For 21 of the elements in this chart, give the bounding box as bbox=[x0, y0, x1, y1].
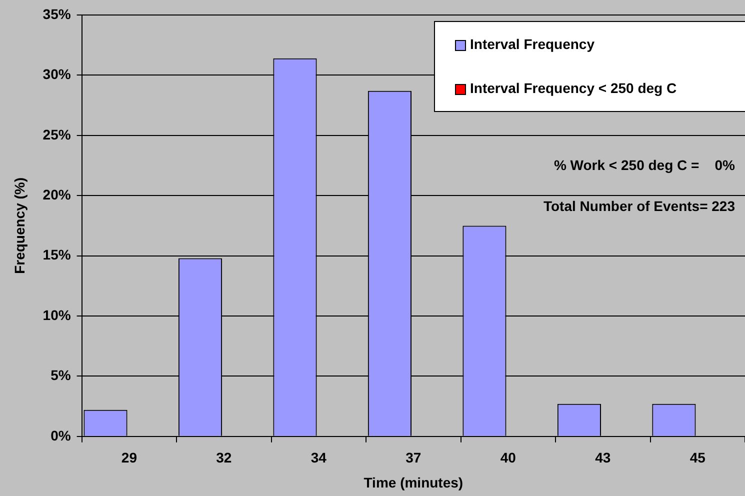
y-tick-label: 15% bbox=[42, 246, 72, 263]
y-tick-label: 0% bbox=[50, 427, 72, 444]
y-tick-label: 10% bbox=[42, 306, 72, 323]
y-tick-label: 5% bbox=[50, 367, 72, 384]
x-tick-label: 34 bbox=[310, 450, 327, 466]
y-tick-label: 25% bbox=[42, 126, 72, 142]
y-tick-label: 35% bbox=[42, 6, 72, 22]
x-tick-label: 32 bbox=[216, 450, 232, 466]
y-tick-label: 30% bbox=[42, 66, 72, 82]
x-tick-label: 45 bbox=[690, 450, 706, 466]
x-tick-label: 43 bbox=[595, 450, 611, 466]
x-tick-label: 29 bbox=[121, 450, 138, 466]
legend-label: Interval Frequency bbox=[470, 36, 595, 52]
annotation: % Work < 250 deg C = 0% bbox=[554, 156, 736, 173]
legend-label: Interval Frequency < 250 deg C bbox=[470, 80, 677, 96]
x-tick-label: 37 bbox=[406, 450, 422, 466]
annotation: Total Number of Events= 223 bbox=[543, 198, 736, 214]
x-axis-title: Time (minutes) bbox=[364, 474, 464, 490]
x-tick-label: 40 bbox=[500, 450, 516, 466]
y-axis-title: Frequency (%) bbox=[11, 177, 28, 274]
y-tick-label: 20% bbox=[42, 186, 72, 202]
